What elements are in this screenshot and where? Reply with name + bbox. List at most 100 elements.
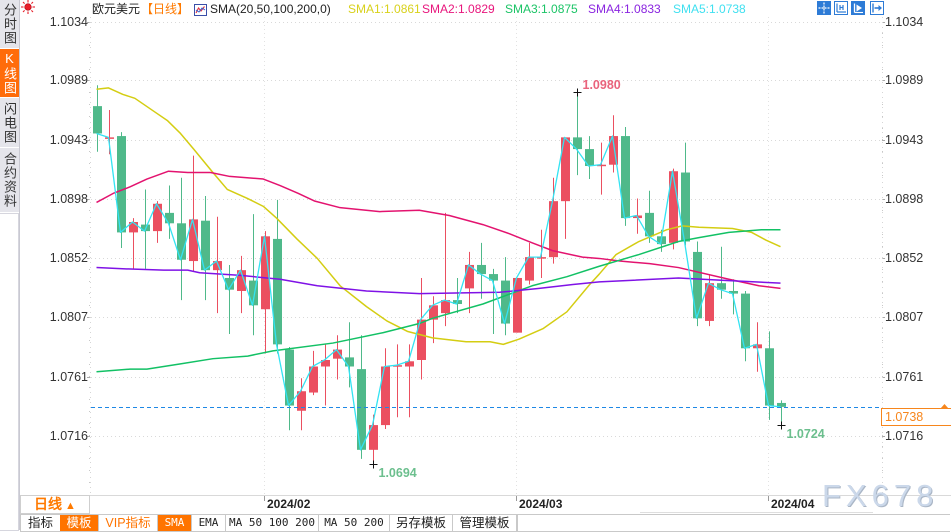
template-button[interactable]: 模板	[60, 514, 99, 532]
candle-body	[729, 290, 738, 294]
candle-body	[585, 149, 594, 167]
crosshair-icon	[817, 1, 831, 15]
candle-body	[369, 425, 378, 450]
sma4-value: SMA4:1.0833	[588, 2, 661, 16]
low-price-label: 1.0724	[786, 426, 825, 441]
indicator-chart-icon[interactable]	[194, 3, 207, 16]
period-selector[interactable]: 日线 ▲	[20, 495, 90, 514]
y-axis-label-left: 1.0943	[49, 132, 88, 147]
tab-label: K线图	[2, 51, 17, 95]
candle-body	[381, 366, 390, 426]
candle-body	[405, 361, 414, 367]
jump-to-latest-button[interactable]	[870, 1, 884, 15]
indicator-name[interactable]: SMA(20,50,100,200,0)	[210, 2, 331, 16]
sma3-line	[96, 229, 781, 373]
horizontal-scrollbar[interactable]	[640, 512, 873, 513]
y-axis-label-right: 1.0943	[885, 132, 924, 147]
y-axis-label-left: 1.0716	[49, 428, 88, 443]
sma-template-button[interactable]: SMA	[158, 514, 192, 532]
y-axis-label-right: 1.0898	[885, 191, 924, 206]
candle-body	[201, 220, 210, 271]
candle-body	[93, 106, 102, 134]
candle-body	[297, 391, 306, 411]
range-select-button[interactable]	[834, 1, 848, 15]
y-axis-label-right: 1.0989	[885, 73, 924, 88]
candle-body	[501, 280, 510, 324]
manage-template-button[interactable]: 管理模板	[453, 514, 517, 532]
candle-body	[165, 212, 174, 224]
save-template-button[interactable]: 另存模板	[390, 514, 453, 532]
candle-body	[465, 264, 474, 289]
ma-50-100-200-button[interactable]: MA 50 100 200	[226, 514, 319, 532]
candle-body	[153, 203, 162, 232]
x-axis-label: 2024/02	[267, 497, 311, 511]
ema-template-button[interactable]: EMA	[192, 514, 226, 532]
tab-label: 闪电图	[2, 101, 17, 144]
alert-light-icon[interactable]	[20, 0, 36, 15]
candle-body	[261, 236, 270, 310]
tab-timeshare-chart[interactable]: 分时图	[0, 0, 19, 48]
x-axis-label: 2024/03	[519, 497, 563, 511]
candle-body	[525, 257, 534, 281]
jump-to-latest-icon	[870, 1, 884, 15]
candle-body	[177, 223, 186, 260]
y-axis-label-left: 1.0807	[49, 310, 88, 325]
candle-body	[117, 136, 126, 233]
candle-body	[345, 357, 354, 367]
candle-body	[477, 264, 486, 275]
tab-flash-chart[interactable]: 闪电图	[0, 98, 19, 147]
sidebar: 分时图 K线图 闪电图 合约资料	[0, 0, 20, 531]
y-axis-label-right: 1.0807	[885, 310, 924, 325]
play-forward-icon	[851, 1, 865, 15]
candle-body	[285, 349, 294, 406]
candle-body	[321, 359, 330, 367]
period-label: 日线	[34, 496, 63, 512]
candle-body	[225, 277, 234, 290]
sma1-value: SMA1:1.0861	[348, 2, 421, 16]
sma1-line	[96, 87, 781, 346]
tab-contract-info[interactable]: 合约资料	[0, 148, 19, 212]
candle-body	[513, 277, 522, 333]
candle-body	[765, 348, 774, 406]
vip-indicator-button[interactable]: VIP指标	[99, 514, 158, 532]
candle-body	[609, 136, 618, 165]
candle-body	[105, 137, 114, 139]
candle-body	[597, 164, 606, 167]
sidebar-blank-panel	[0, 213, 19, 531]
candle-body	[693, 251, 702, 319]
tab-kline-chart[interactable]: K线图	[0, 49, 19, 97]
candle-body	[573, 137, 582, 150]
candle-body	[741, 293, 750, 349]
candle-body	[213, 261, 222, 271]
candle-body	[357, 369, 366, 450]
y-axis-label-left: 1.0898	[49, 191, 88, 206]
price-up-arrow-icon	[940, 399, 949, 411]
candle-body	[249, 280, 258, 306]
current-price-tag: 1.0738	[881, 408, 951, 426]
y-axis-label-left: 1.0761	[49, 369, 88, 384]
range-select-icon	[834, 1, 848, 15]
y-axis-label-left: 1.0989	[49, 73, 88, 88]
candle-body	[417, 319, 426, 360]
sma5-line	[96, 132, 781, 451]
candle-body	[489, 274, 498, 281]
play-forward-button[interactable]	[851, 1, 865, 15]
low-price-label: 1.0694	[378, 465, 417, 480]
candle-body	[441, 300, 450, 314]
candle-body	[333, 349, 342, 359]
ma-50-200-button[interactable]: MA 50 200	[319, 514, 390, 532]
indicator-button[interactable]: 指标	[20, 514, 61, 532]
x-axis-label: 2024/04	[771, 497, 815, 511]
candle-body	[681, 172, 690, 242]
toolbar-empty-field	[517, 514, 950, 532]
symbol-title: 欧元美元	[92, 2, 141, 16]
crosshair-button[interactable]	[817, 1, 831, 15]
y-axis-label-right: 1.0716	[885, 428, 924, 443]
candle-body	[621, 136, 630, 219]
period-title: 【日线】	[141, 2, 190, 16]
plot-area[interactable]	[91, 17, 881, 495]
sma2-line	[96, 170, 781, 290]
tab-label: 合约资料	[2, 152, 17, 208]
